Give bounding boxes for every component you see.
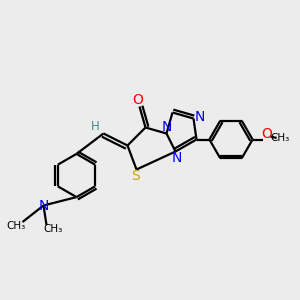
Text: O: O [261, 127, 272, 141]
Text: CH₃: CH₃ [270, 133, 289, 143]
Text: CH₃: CH₃ [44, 224, 63, 234]
Text: H: H [91, 120, 100, 134]
Text: N: N [161, 120, 172, 134]
Text: CH₃: CH₃ [6, 220, 26, 231]
Text: S: S [130, 169, 140, 183]
Text: O: O [133, 94, 143, 107]
Text: N: N [38, 199, 49, 212]
Text: N: N [195, 110, 205, 124]
Text: N: N [172, 151, 182, 165]
